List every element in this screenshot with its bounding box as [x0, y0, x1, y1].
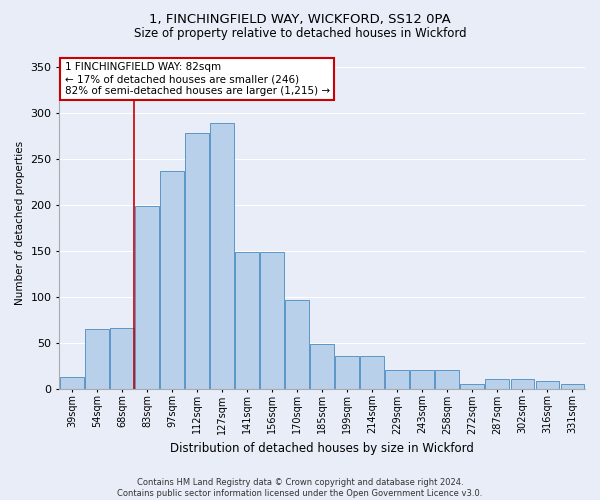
Text: Contains HM Land Registry data © Crown copyright and database right 2024.
Contai: Contains HM Land Registry data © Crown c… — [118, 478, 482, 498]
Bar — [511, 380, 535, 388]
Bar — [460, 384, 484, 388]
Bar — [335, 356, 359, 388]
Bar — [410, 370, 434, 388]
Bar — [485, 380, 509, 388]
Bar — [160, 170, 184, 388]
Bar — [85, 329, 109, 388]
Bar — [436, 370, 459, 388]
Bar — [560, 384, 584, 388]
Text: 1, FINCHINGFIELD WAY, WICKFORD, SS12 0PA: 1, FINCHINGFIELD WAY, WICKFORD, SS12 0PA — [149, 12, 451, 26]
Bar — [135, 206, 159, 388]
Bar — [260, 252, 284, 388]
Text: Size of property relative to detached houses in Wickford: Size of property relative to detached ho… — [134, 28, 466, 40]
Bar — [210, 123, 234, 388]
Y-axis label: Number of detached properties: Number of detached properties — [15, 141, 25, 305]
Text: 1 FINCHINGFIELD WAY: 82sqm
← 17% of detached houses are smaller (246)
82% of sem: 1 FINCHINGFIELD WAY: 82sqm ← 17% of deta… — [65, 62, 330, 96]
Bar — [285, 300, 309, 388]
Bar — [361, 356, 384, 388]
Bar — [536, 382, 559, 388]
Bar — [110, 328, 134, 388]
Bar — [235, 252, 259, 388]
Bar — [60, 376, 84, 388]
X-axis label: Distribution of detached houses by size in Wickford: Distribution of detached houses by size … — [170, 442, 474, 455]
Bar — [185, 133, 209, 388]
Bar — [310, 344, 334, 389]
Bar — [385, 370, 409, 388]
